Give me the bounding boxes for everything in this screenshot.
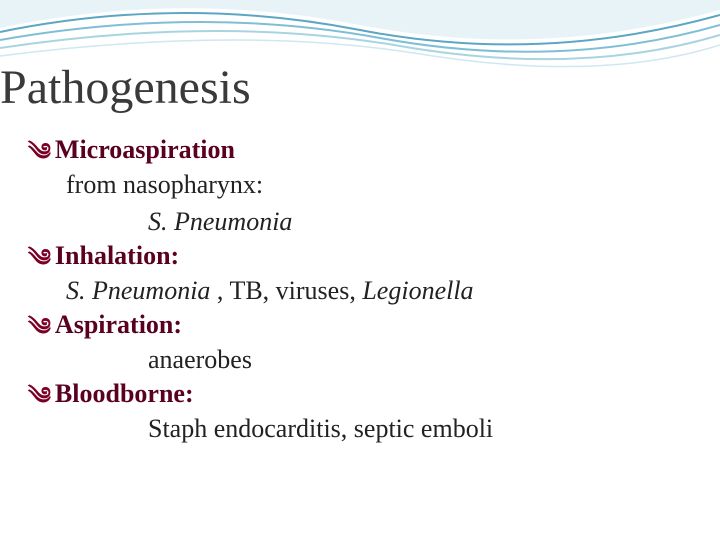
bullet-item: ༄ Inhalation:	[28, 241, 688, 271]
sub-line: from nasopharynx:	[66, 167, 688, 202]
swirl-icon: ༄	[28, 141, 51, 165]
bullet-heading: Bloodborne:	[55, 379, 194, 409]
bullet-item: ༄ Bloodborne:	[28, 379, 688, 409]
bullet-item: ༄ Microaspiration	[28, 135, 688, 165]
bullet-heading: Aspiration:	[55, 310, 182, 340]
sub-line: S. Pneumonia , TB, viruses, Legionella	[66, 273, 688, 308]
swirl-icon: ༄	[28, 316, 51, 340]
sub-line: anaerobes	[148, 342, 688, 377]
bullet-heading: Inhalation:	[55, 241, 179, 271]
sub-line: S. Pneumonia	[148, 204, 688, 239]
swirl-icon: ༄	[28, 385, 51, 409]
slide-content: ༄ Microaspiration from nasopharynx: S. P…	[28, 135, 688, 448]
sub-line: Staph endocarditis, septic emboli	[148, 411, 688, 446]
bullet-item: ༄ Aspiration:	[28, 310, 688, 340]
bullet-heading: Microaspiration	[55, 135, 235, 165]
swirl-icon: ༄	[28, 247, 51, 271]
slide-title: Pathogenesis	[0, 60, 251, 115]
